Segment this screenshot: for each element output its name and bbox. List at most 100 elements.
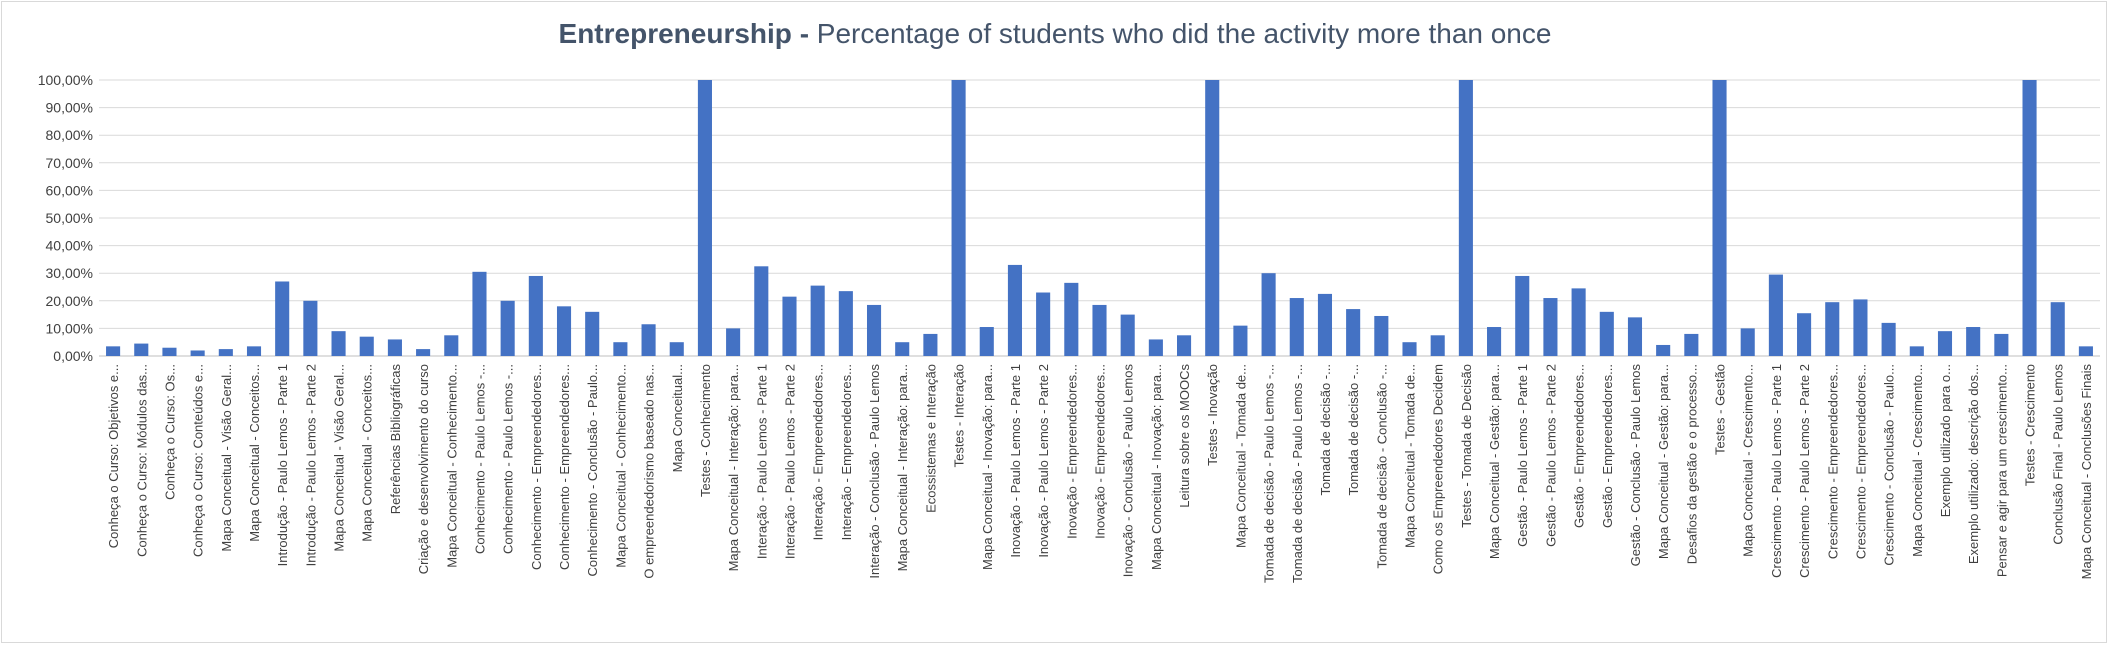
bar xyxy=(2050,302,2065,356)
x-tick-label: Crescimento - Empreendedores... xyxy=(1853,364,1868,559)
y-tick-label: 20,00% xyxy=(46,293,93,309)
bar xyxy=(1402,342,1417,356)
bars xyxy=(106,80,2093,356)
x-tick-label: Tomada de decisão - Paulo Lemos -... xyxy=(1290,364,1305,583)
bar xyxy=(782,296,797,356)
bar xyxy=(1177,335,1192,356)
x-tick-label: Mapa Conceitual - Gestão: para... xyxy=(1656,364,1671,559)
x-tick-label: Conhecimento - Empreendedores... xyxy=(529,364,544,570)
bar xyxy=(866,304,882,356)
x-tick-label: Mapa Conceitual - Conceitos... xyxy=(247,364,262,542)
x-tick-label: Interação - Empreendedores... xyxy=(839,364,854,540)
y-tick-label: 100,00% xyxy=(38,72,93,88)
bar xyxy=(1684,333,1699,356)
bar xyxy=(1036,292,1051,356)
bar xyxy=(359,336,374,356)
bar xyxy=(1853,299,1868,356)
bar xyxy=(2078,346,2093,356)
y-tick-label: 50,00% xyxy=(46,210,93,226)
bar xyxy=(838,291,853,356)
x-tick-label: Conheça o Curso: Objetivos e... xyxy=(106,364,121,548)
x-tick-label: Inovação - Empreendedores... xyxy=(1093,364,1108,539)
x-tick-label: Conheça o Curso: Módulos das... xyxy=(134,364,149,557)
y-tick-label: 0,00% xyxy=(53,348,93,364)
bar xyxy=(951,80,966,356)
x-tick-label: Tomada de decisão -... xyxy=(1318,364,1333,496)
bar xyxy=(1740,328,1755,356)
bar xyxy=(303,300,318,356)
x-axis-tick-labels: Conheça o Curso: Objetivos e... Conheça o… xyxy=(106,364,2094,583)
x-tick-label: Conhecimento - Empreendedores... xyxy=(557,364,572,570)
x-tick-label: Mapa Conceitual - Inovação: para... xyxy=(1149,364,1164,570)
x-tick-label: Testes - Interação xyxy=(952,364,967,467)
bar xyxy=(246,346,262,356)
bar xyxy=(1543,298,1558,356)
x-tick-label: Mapa Conceitual... xyxy=(670,364,685,472)
x-tick-label: Interação - Conclusão - Paulo Lemos xyxy=(867,364,882,579)
x-tick-label: Mapa Conceitual - Crescimento... xyxy=(1910,364,1925,557)
bar xyxy=(218,349,233,356)
x-tick-label: Desafios da gestão e o processo... xyxy=(1684,364,1699,564)
bar xyxy=(1571,288,1586,356)
bar xyxy=(1289,298,1304,356)
y-tick-label: 40,00% xyxy=(46,238,93,254)
x-tick-label: Mapa Conceitual - Inovação: para... xyxy=(980,364,995,570)
x-tick-label: Mapa Conceitual - Gestão: para... xyxy=(1487,364,1502,559)
y-tick-label: 70,00% xyxy=(46,155,93,171)
bar xyxy=(1205,80,1220,356)
x-tick-label: Mapa Conceitual - Crescimento... xyxy=(1741,364,1756,557)
x-tick-label: Gestão - Empreendedores... xyxy=(1600,364,1615,528)
bar xyxy=(331,331,346,356)
bar xyxy=(162,347,177,356)
chart-title: Entrepreneurship - Percentage of student… xyxy=(2,18,2108,50)
x-tick-label: Mapa Conceitual - Tomada de... xyxy=(1233,364,1248,548)
x-tick-label: Crescimento - Paulo Lemos - Parte 1 xyxy=(1769,364,1784,578)
bar xyxy=(500,300,515,356)
x-tick-label: Inovação - Paulo Lemos - Parte 1 xyxy=(1008,364,1023,558)
bar xyxy=(1599,311,1614,356)
x-tick-label: Testes - Gestão xyxy=(1713,364,1728,455)
x-tick-label: Tomada de decisão -... xyxy=(1346,364,1361,496)
y-tick-label: 90,00% xyxy=(46,100,93,116)
x-tick-label: Conheça o Curso: Os... xyxy=(162,364,177,500)
x-tick-label: Gestão - Paulo Lemos - Parte 2 xyxy=(1543,364,1558,547)
bar xyxy=(1346,309,1361,356)
bar xyxy=(923,333,938,356)
x-tick-label: Gestão - Paulo Lemos - Parte 1 xyxy=(1515,364,1530,547)
chart-title-bold: Entrepreneurship - xyxy=(558,18,810,49)
x-tick-label: Ecossistemas e Interação xyxy=(923,364,938,513)
x-tick-label: Conclusão Final - Paulo Lemos xyxy=(2051,364,2066,545)
bar xyxy=(190,350,205,356)
bar xyxy=(1825,302,1840,356)
x-tick-label: Crescimento - Conclusão - Paulo... xyxy=(1882,364,1897,566)
x-tick-label: Conhecimento - Conclusão - Paulo... xyxy=(585,364,600,576)
bar xyxy=(2022,80,2037,356)
x-tick-label: Mapa Conceitual - Interação: para... xyxy=(726,364,741,571)
bar xyxy=(444,335,459,356)
y-tick-label: 10,00% xyxy=(46,320,93,336)
x-tick-label: Interação - Paulo Lemos - Parte 2 xyxy=(782,364,797,559)
bar xyxy=(556,306,572,356)
bar xyxy=(1768,274,1783,356)
bar xyxy=(472,271,487,356)
bar xyxy=(1007,264,1022,356)
bar xyxy=(1430,335,1445,356)
y-tick-label: 30,00% xyxy=(46,265,93,281)
y-tick-label: 80,00% xyxy=(46,127,93,143)
x-tick-label: Testes - Inovação xyxy=(1205,364,1220,466)
x-tick-label: Testes - Tomada de Decisão xyxy=(1459,364,1474,528)
bar xyxy=(275,281,290,356)
x-tick-label: Tomada de decisão - Conclusão -... xyxy=(1374,364,1389,569)
x-tick-label: Inovação - Empreendedores... xyxy=(1064,364,1079,539)
y-tick-label: 60,00% xyxy=(46,182,93,198)
bar xyxy=(895,342,910,356)
x-tick-label: Conhecimento - Paulo Lemos -... xyxy=(472,364,487,554)
x-tick-label: Mapa Conceitual - Visão Geral... xyxy=(332,364,347,552)
bar xyxy=(1966,327,1981,356)
bar xyxy=(1261,273,1276,356)
bar xyxy=(585,311,600,356)
x-tick-label: Conheça o Curso: Conteúdos e... xyxy=(191,364,206,557)
bar xyxy=(1797,313,1812,356)
bar xyxy=(528,275,543,356)
